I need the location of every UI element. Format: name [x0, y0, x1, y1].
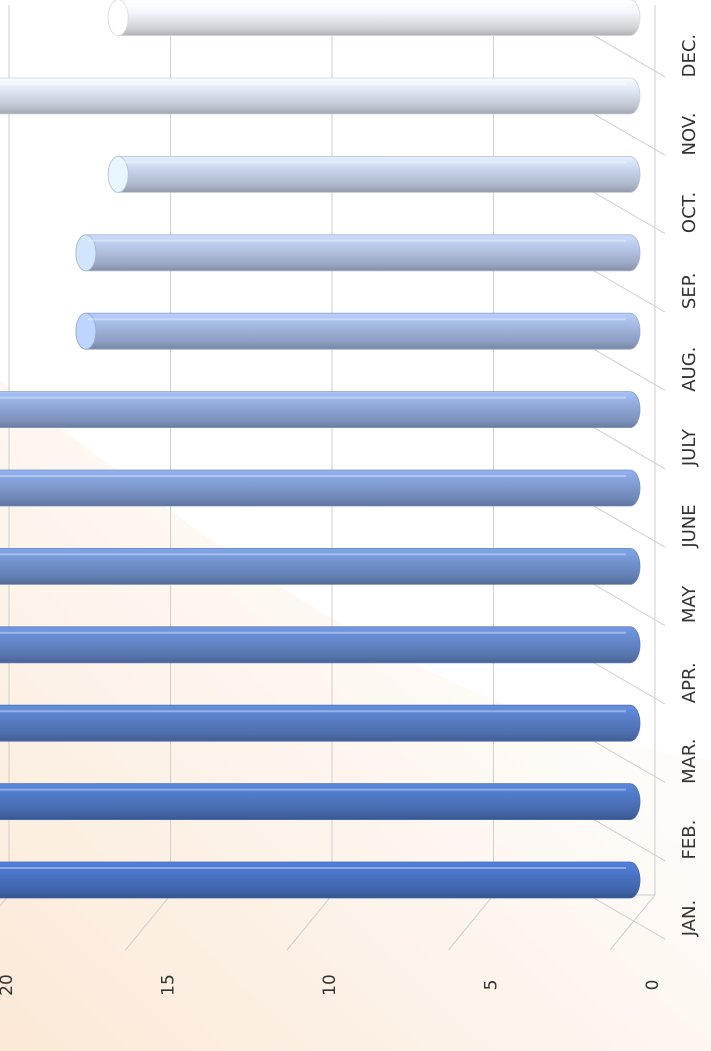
bar-mar: [0, 704, 641, 742]
bar-body: [0, 77, 641, 115]
bar-dec: [107, 0, 641, 36]
category-label: MAR.: [679, 738, 700, 783]
bar-cap: [75, 234, 97, 272]
category-label: JUNE: [679, 504, 700, 548]
bar-body: [0, 391, 641, 428]
category-labels-layer: JAN. FEB. MAR. APR. MAY JUNE JULY AUG. SEP. OCT. N…: [679, 34, 700, 937]
value-tick-label: 15: [159, 974, 179, 996]
bar-body: [0, 861, 641, 899]
bar-oct: [107, 155, 641, 193]
floor-depth-line: [448, 894, 494, 951]
category-label: APR.: [679, 662, 700, 703]
category-label: JULY: [679, 428, 700, 467]
floor-depth-line: [286, 894, 333, 951]
bar-body: [0, 783, 641, 820]
category-label: JAN.: [679, 900, 700, 938]
value-tick-label: 5: [482, 980, 502, 991]
bar-cap: [75, 312, 97, 350]
bar-jan: [0, 861, 641, 899]
bar-apr: [0, 626, 641, 664]
bar-body: [0, 704, 641, 742]
category-label: NOV.: [679, 112, 700, 155]
bar-nov: [0, 77, 641, 115]
bar-body: [0, 469, 641, 507]
bar-june: [0, 469, 641, 507]
bar-body: [0, 548, 641, 585]
category-label: MAY: [679, 585, 700, 623]
bar-cap: [107, 0, 129, 36]
value-tick-label: 0: [643, 980, 663, 991]
bar-may: [0, 548, 641, 585]
bar-july: [0, 391, 641, 428]
category-label: DEC.: [679, 34, 700, 78]
category-label: AUG.: [679, 347, 700, 392]
bars-layer: [0, 0, 641, 899]
bar-cap: [107, 155, 129, 193]
bar-feb: [0, 783, 641, 820]
floor-depth-line: [0, 894, 10, 907]
floor-depth-line: [125, 894, 171, 951]
bar-aug: [75, 312, 641, 350]
category-label: SEP.: [679, 273, 700, 310]
bar-sep: [75, 234, 641, 272]
category-label: FEB.: [679, 820, 700, 860]
bar-body: [0, 626, 641, 664]
tick-labels-layer: 05101520253035: [0, 974, 663, 996]
value-tick-label: 20: [0, 974, 17, 996]
category-label: OCT.: [679, 192, 700, 233]
value-tick-label: 10: [320, 974, 340, 996]
floor-depth-line: [609, 894, 656, 951]
